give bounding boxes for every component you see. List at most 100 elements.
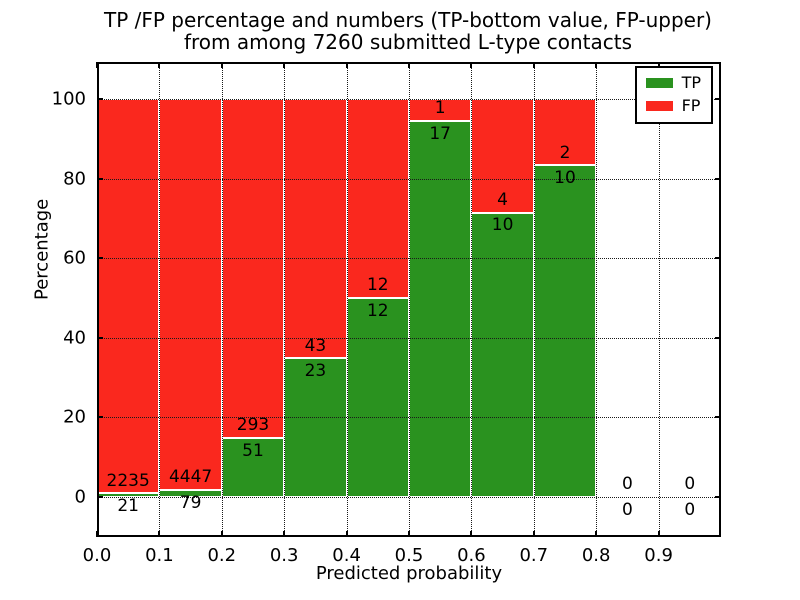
bar-fp-segment (97, 99, 160, 494)
y-tick-label: 0 (74, 486, 86, 508)
x-tick-label: 0.5 (394, 545, 424, 566)
gridline-horizontal (97, 178, 721, 180)
y-tick-mark-right (715, 416, 721, 419)
fp-count-label: 0 (621, 474, 633, 495)
x-tick-label: 0.2 (207, 545, 237, 566)
bar-tp-segment (409, 121, 472, 497)
y-tick-mark-left (97, 98, 103, 100)
gridline-vertical (284, 62, 286, 537)
fp-count-label: 293 (236, 415, 270, 436)
fp-count-label: 43 (304, 335, 327, 356)
x-tick-mark-top (595, 62, 598, 68)
fp-count-label: 2 (559, 142, 571, 163)
gridline-vertical (471, 62, 473, 537)
bar-fp-segment (159, 99, 222, 491)
x-tick-mark-top (408, 62, 410, 68)
x-tick-mark-top (158, 62, 161, 68)
chart-title-line1: TP /FP percentage and numbers (TP-bottom… (104, 8, 712, 32)
x-tick-label: 0.8 (581, 545, 611, 566)
x-tick-mark-top (283, 62, 286, 68)
fp-count-label: 4 (497, 189, 509, 210)
legend-swatch-tp-icon (645, 78, 673, 88)
chart-title-line2: from among 7260 submitted L-type contact… (183, 30, 633, 54)
x-tick-label: 0.6 (457, 545, 486, 566)
legend: TP FP (634, 66, 713, 124)
plot-area: TP FP 2235 21 4447 79 293 51 43 23 12 12 1 17 4 10 2 10… (96, 62, 721, 537)
y-tick-mark-left (97, 177, 103, 180)
x-tick-label: 0.0 (82, 545, 112, 566)
gridline-vertical (596, 62, 598, 537)
tp-count-label: 51 (242, 440, 264, 461)
x-tick-label: 0.4 (332, 545, 361, 566)
x-tick-mark-top (345, 62, 348, 68)
legend-label-tp: TP (681, 73, 701, 92)
tp-count-label: 23 (304, 361, 327, 382)
x-tick-mark-bottom (220, 531, 223, 537)
axes-frame (97, 62, 721, 537)
x-tick-mark-bottom (470, 531, 473, 537)
gridline-horizontal (97, 337, 721, 339)
y-tick-mark-right (715, 496, 721, 498)
gridline-horizontal (97, 417, 721, 419)
legend-swatch-fp-icon (645, 101, 673, 111)
y-tick-label: 40 (63, 327, 86, 349)
fp-count-label: 2235 (106, 470, 150, 491)
chart-title: TP /FP percentage and numbers (TP-bottom… (88, 9, 728, 53)
y-tick-label: 60 (63, 247, 86, 269)
x-tick-mark-bottom (96, 531, 98, 537)
y-tick-mark-left (97, 496, 103, 498)
x-axis-label: Predicted probability (315, 563, 503, 584)
fp-count-label: 0 (684, 474, 696, 495)
tp-count-label: 21 (117, 496, 140, 517)
bar-fp-segment (533, 99, 597, 166)
y-tick-mark-right (715, 257, 721, 260)
y-tick-label: 20 (63, 406, 86, 428)
y-tick-label: 100 (51, 88, 86, 110)
tp-count-label: 12 (366, 300, 389, 321)
gridline-vertical (533, 62, 535, 537)
y-tick-mark-right (715, 336, 721, 339)
gridline-vertical (658, 62, 660, 537)
x-tick-mark-bottom (408, 531, 410, 537)
legend-item-tp: TP (645, 73, 701, 92)
legend-item-fp: FP (645, 96, 701, 115)
gridline-horizontal (97, 99, 721, 100)
y-tick-label: 80 (63, 168, 86, 190)
x-tick-mark-bottom (532, 531, 535, 537)
tp-count-label: 10 (491, 215, 514, 236)
tp-count-label: 0 (684, 499, 696, 520)
bar-fp-segment (346, 99, 409, 298)
x-tick-mark-top (532, 62, 535, 68)
gridline-vertical (409, 62, 410, 537)
gridline-horizontal (97, 258, 721, 260)
gridline-vertical (346, 62, 348, 537)
x-tick-mark-top (220, 62, 223, 68)
fp-count-label: 4447 (168, 467, 213, 488)
x-tick-label: 0.7 (519, 545, 549, 566)
x-tick-mark-top (470, 62, 473, 68)
bar-tp-segment (533, 165, 597, 497)
gridline-vertical (221, 62, 223, 537)
y-tick-mark-left (97, 257, 103, 260)
tp-count-label: 17 (429, 123, 452, 144)
gridline-vertical (159, 62, 161, 537)
x-tick-mark-top (96, 62, 98, 68)
y-tick-mark-right (715, 98, 721, 100)
x-tick-mark-bottom (595, 531, 598, 537)
fp-count-label: 12 (366, 275, 389, 296)
x-tick-mark-bottom (657, 531, 660, 537)
x-tick-label: 0.3 (269, 545, 299, 566)
tp-count-label: 0 (621, 499, 633, 520)
legend-label-fp: FP (681, 96, 701, 115)
gridline-horizontal (97, 497, 721, 498)
x-tick-mark-bottom (283, 531, 286, 537)
y-tick-mark-right (715, 177, 721, 180)
fp-count-label: 1 (434, 98, 446, 119)
x-tick-mark-top (657, 62, 660, 68)
y-tick-mark-left (97, 416, 103, 419)
x-tick-mark-bottom (345, 531, 348, 537)
y-tick-mark-left (97, 336, 103, 339)
x-tick-mark-bottom (158, 531, 161, 537)
tp-count-label: 10 (554, 168, 576, 189)
